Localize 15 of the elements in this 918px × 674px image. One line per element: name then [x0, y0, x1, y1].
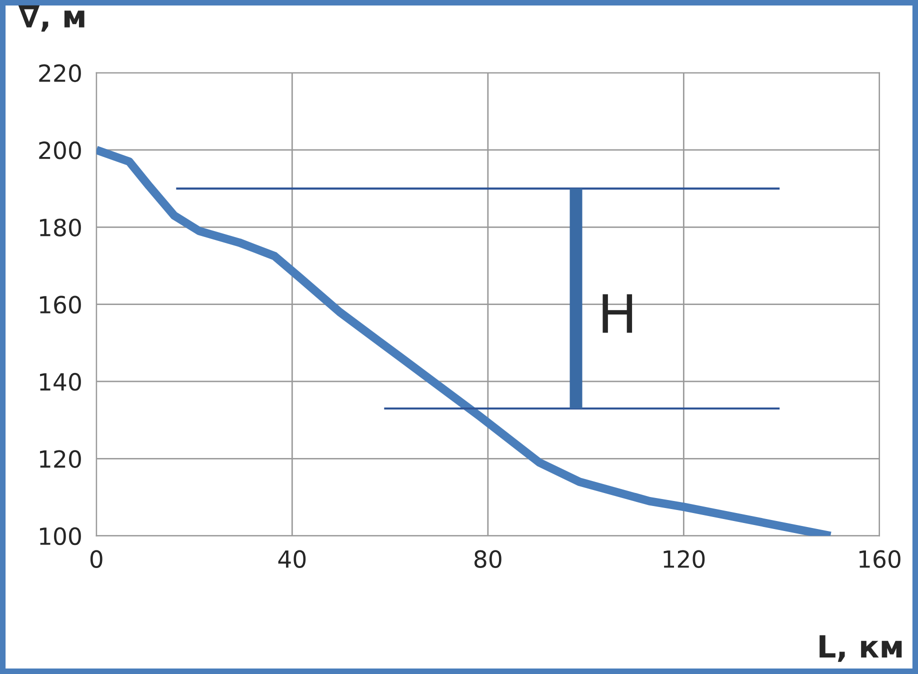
- y-axis-title: ∇, м: [18, 5, 84, 32]
- x-axis-title: L, км: [820, 635, 902, 662]
- y-tick-label: 140: [40, 372, 81, 391]
- x-tick-label: 160: [860, 550, 900, 568]
- x-tick-label: 120: [664, 550, 705, 568]
- annotation: H: [602, 294, 632, 333]
- x-tick-label: 80: [474, 550, 502, 568]
- y-tick-label: 120: [40, 450, 81, 468]
- y-tick-label: 200: [39, 141, 81, 160]
- y-tick-label: 220: [39, 64, 81, 82]
- x-tick-label: 40: [278, 550, 306, 568]
- y-tick-label: 180: [40, 218, 81, 236]
- x-tick-label: 0: [90, 550, 102, 568]
- y-tick-label: 160: [40, 296, 81, 314]
- y-tick-label: 100: [40, 527, 81, 546]
